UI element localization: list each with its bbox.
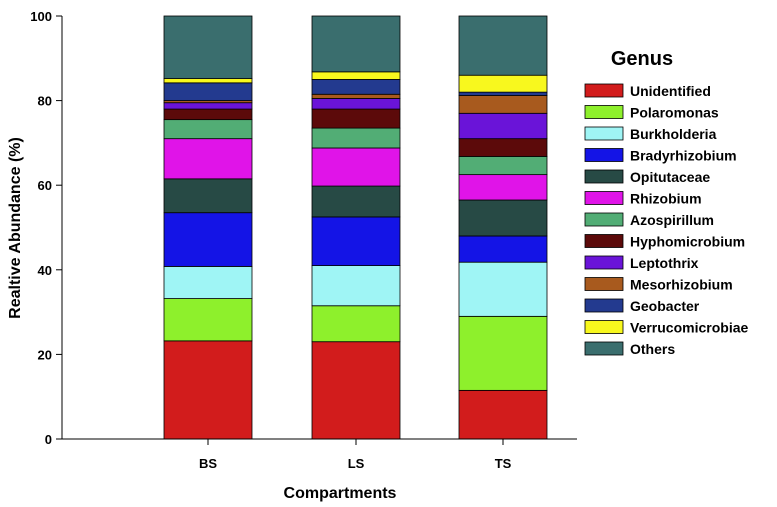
axes-group bbox=[61, 16, 577, 440]
bar-segment-ls-hyphomicrobium bbox=[311, 108, 401, 129]
bar-segment-ls-azospirillum bbox=[311, 127, 401, 149]
y-tick-label: 80 bbox=[38, 94, 52, 109]
bar-segment-ts-polaromonas bbox=[458, 315, 548, 391]
bars-group bbox=[163, 15, 548, 440]
legend-swatch-bradyrhizobium bbox=[584, 148, 624, 162]
legend-label: Azospirillum bbox=[630, 212, 714, 228]
legend-swatch-azospirillum bbox=[584, 212, 624, 227]
bar-segment-bs-rhizobium bbox=[163, 138, 253, 180]
bar-segment-ls-bradyrhizobium bbox=[311, 216, 401, 266]
legend-swatch-polaromonas bbox=[584, 105, 624, 119]
bar-segment-bs-others bbox=[163, 15, 253, 80]
bar-segment-ts-unidentified bbox=[458, 389, 548, 440]
bar-segment-bs-polaromonas bbox=[163, 298, 253, 342]
y-axis-title: Realtive Abundance (%) bbox=[7, 137, 24, 319]
x-categories-group: BS LS TS bbox=[199, 439, 512, 471]
legend-label: Geobacter bbox=[630, 298, 700, 314]
y-ticks-group: 0 20 40 60 80 100 bbox=[30, 9, 62, 447]
bar-segment-ls-rhizobium bbox=[311, 147, 401, 187]
bar-segment-bs-verrucomicrobiae bbox=[163, 78, 253, 84]
y-tick-label: 0 bbox=[45, 432, 52, 447]
legend-swatch-others bbox=[584, 341, 624, 356]
bar-segment-ls-mesorhizobium bbox=[311, 93, 401, 99]
x-axis-title: Compartments bbox=[284, 485, 397, 502]
bar-segment-ls-opitutaceae bbox=[311, 185, 401, 218]
x-category-label: BS bbox=[199, 456, 217, 471]
legend-swatch-mesorhizobium bbox=[584, 277, 624, 291]
legend-label: Burkholderia bbox=[630, 126, 717, 142]
legend-label: Bradyrhizobium bbox=[630, 148, 737, 164]
legend-swatch-geobacter bbox=[584, 298, 624, 313]
legend-label: Mesorhizobium bbox=[630, 277, 733, 293]
legend-label: Opitutaceae bbox=[630, 169, 710, 185]
x-category-label: TS bbox=[495, 456, 512, 471]
bar-segment-bs-opitutaceae bbox=[163, 178, 253, 214]
y-tick-label: 20 bbox=[38, 347, 52, 362]
legend-title: Genus bbox=[611, 48, 673, 70]
legend-label: Hyphomicrobium bbox=[630, 234, 745, 250]
legend-swatch-unidentified bbox=[584, 83, 624, 98]
bar-segment-ls-verrucomicrobiae bbox=[311, 71, 401, 80]
bar-segment-ts-leptothrix bbox=[458, 112, 548, 140]
legend-label: Verrucomicrobiae bbox=[630, 320, 748, 336]
legend-label: Rhizobium bbox=[630, 191, 702, 207]
bar-segment-bs-azospirillum bbox=[163, 119, 253, 140]
bar-segment-ls-burkholderia bbox=[311, 265, 401, 307]
legend-swatch-burkholderia bbox=[584, 126, 624, 141]
bar-segment-ts-rhizobium bbox=[458, 174, 548, 201]
bar-segment-ts-mesorhizobium bbox=[458, 95, 548, 114]
legend-swatch-leptothrix bbox=[584, 255, 624, 270]
legend-swatch-rhizobium bbox=[584, 191, 624, 205]
legend-swatch-opitutaceae bbox=[584, 169, 624, 184]
bar-segment-bs-hyphomicrobium bbox=[163, 108, 253, 121]
legend-swatch-verrucomicrobiae bbox=[584, 320, 624, 334]
bar-segment-ts-bradyrhizobium bbox=[458, 235, 548, 263]
bar-segment-ls-polaromonas bbox=[311, 305, 401, 343]
bar-segment-ts-opitutaceae bbox=[458, 199, 548, 237]
bar-segment-ls-geobacter bbox=[311, 79, 401, 95]
x-category-label: LS bbox=[348, 456, 365, 471]
y-tick-label: 100 bbox=[30, 9, 52, 24]
bar-segment-ts-burkholderia bbox=[458, 261, 548, 317]
bar-segment-ls-leptothrix bbox=[311, 98, 401, 110]
bar-segment-bs-burkholderia bbox=[163, 266, 253, 299]
y-tick-label: 60 bbox=[38, 178, 52, 193]
bar-segment-bs-leptothrix bbox=[163, 102, 253, 110]
bar-segment-ts-hyphomicrobium bbox=[458, 138, 548, 157]
bar-segment-bs-unidentified bbox=[163, 340, 253, 440]
legend-label: Polaromonas bbox=[630, 105, 719, 121]
bar-segment-ts-verrucomicrobiae bbox=[458, 74, 548, 93]
legend-swatch-hyphomicrobium bbox=[584, 234, 624, 248]
bar-segment-ls-others bbox=[311, 15, 401, 73]
y-tick-label: 40 bbox=[38, 263, 52, 278]
bar-segment-bs-bradyrhizobium bbox=[163, 212, 253, 267]
bar-segment-ts-others bbox=[458, 15, 548, 76]
bar-segment-ls-unidentified bbox=[311, 341, 401, 440]
legend-label: Others bbox=[630, 341, 675, 357]
bar-segment-bs-geobacter bbox=[163, 82, 253, 102]
legend: Genus Unidentified Polaromonas Burkholderi… bbox=[584, 48, 748, 357]
legend-label: Leptothrix bbox=[630, 255, 699, 271]
legend-label: Unidentified bbox=[630, 83, 711, 99]
bar-segment-ts-geobacter bbox=[458, 91, 548, 96]
bar-segment-ts-azospirillum bbox=[458, 156, 548, 176]
